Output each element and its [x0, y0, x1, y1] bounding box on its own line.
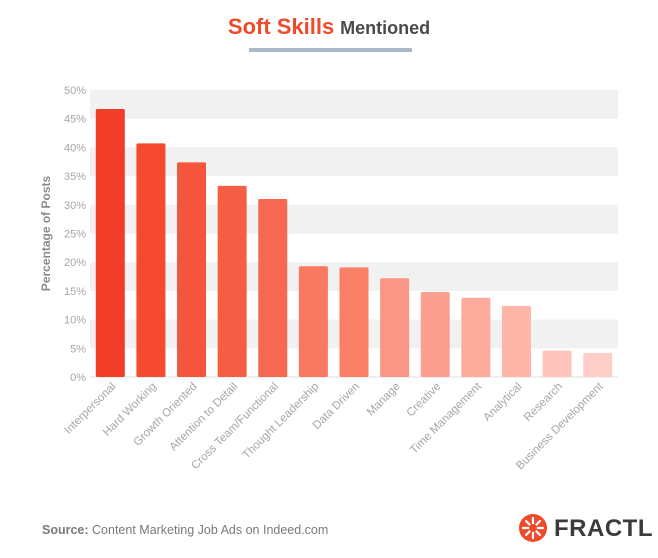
bar [95, 108, 125, 377]
x-tick-label: Time Management [408, 380, 485, 457]
y-tick-label: 15% [64, 286, 86, 298]
bar [583, 352, 613, 377]
bar [501, 305, 531, 377]
chart-title-accent: Soft Skills [227, 14, 335, 39]
x-tick-label: Attention to Detail [168, 381, 241, 454]
bar [177, 162, 207, 377]
y-axis-label: Percentage of Posts [39, 175, 53, 291]
bar [298, 266, 328, 377]
y-tick-label: 35% [64, 171, 86, 183]
chart-title-rest: Mentioned [340, 18, 431, 38]
bar [217, 185, 247, 377]
fractl-logo-text: FRACTL [554, 515, 653, 542]
fractl-logo-icon [519, 514, 547, 542]
y-tick-label: 10% [64, 315, 86, 327]
x-tick-label: Research [522, 381, 565, 424]
title-underline [249, 48, 412, 52]
y-tick-label: 20% [64, 257, 86, 269]
y-tick-label: 50% [64, 85, 86, 97]
bar [461, 297, 491, 377]
fractl-logo: FRACTL [518, 513, 652, 545]
y-tick-label: 30% [64, 200, 86, 212]
y-tick-label: 5% [70, 343, 86, 355]
bar [542, 350, 572, 377]
grid-band [90, 90, 618, 119]
bar [339, 267, 369, 377]
y-tick-label: 0% [70, 372, 86, 384]
source-text: Content Marketing Job Ads on Indeed.com [92, 523, 329, 537]
grid-band [90, 147, 618, 177]
x-tick-label: Creative [405, 381, 444, 420]
bar-chart: 0%5%10%15%20%25%30%35%40%45%50%Interpers… [39, 85, 618, 472]
y-tick-label: 25% [64, 229, 86, 241]
y-tick-label: 40% [64, 142, 86, 154]
x-tick-label: Analytical [481, 381, 524, 424]
bar [136, 143, 166, 377]
source-label: Source: [42, 523, 89, 537]
bar [380, 278, 410, 377]
bar [420, 292, 450, 377]
source-note: Source: Content Marketing Job Ads on Ind… [42, 523, 328, 537]
grid-band [90, 204, 618, 234]
chart-title: Soft Skills Mentioned [0, 14, 658, 40]
bar [258, 199, 288, 377]
x-tick-label: Thought Leadership [241, 381, 322, 462]
y-tick-label: 45% [64, 114, 86, 126]
x-tick-label: Manage [365, 381, 403, 419]
